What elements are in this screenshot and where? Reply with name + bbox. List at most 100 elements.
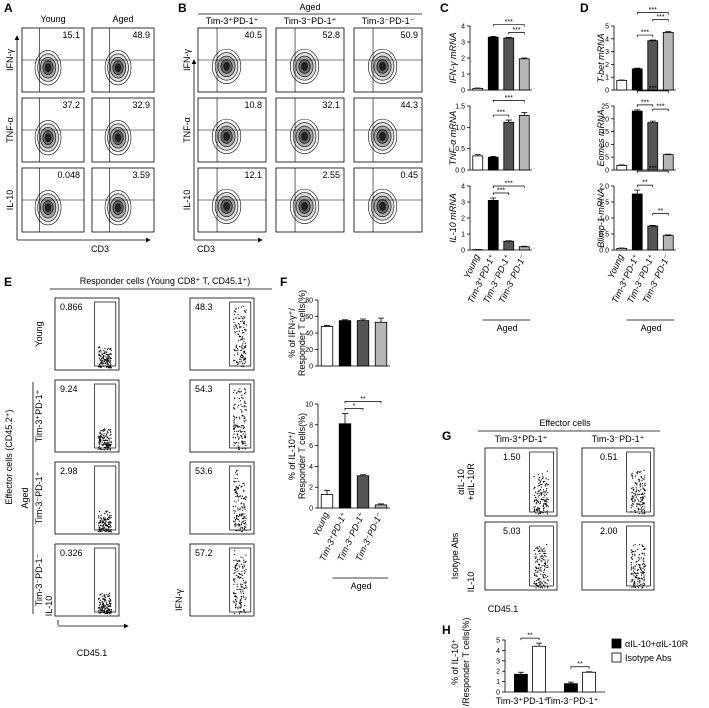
event-dot (644, 484, 646, 487)
event-dot (241, 329, 243, 331)
event-dot (106, 439, 109, 441)
event-dot (547, 478, 549, 481)
event-dot (100, 349, 102, 351)
event-dot (234, 477, 236, 479)
event-dot (234, 349, 236, 352)
event-dot (533, 499, 536, 501)
bar (518, 114, 530, 171)
event-dot (244, 522, 246, 525)
event-dot (233, 613, 236, 615)
event-dot (97, 437, 100, 439)
event-dot (546, 487, 548, 490)
event-dot (634, 550, 637, 552)
event-dot (233, 348, 235, 350)
event-dot (643, 489, 646, 491)
event-dot (106, 511, 108, 513)
event-dot (537, 584, 539, 587)
event-dot (102, 521, 104, 523)
event-dot (636, 484, 638, 486)
event-dot (101, 441, 103, 443)
bar (320, 494, 334, 509)
event-dot (239, 602, 242, 605)
event-dot (539, 551, 541, 553)
event-dot (101, 603, 104, 606)
event-dot (239, 355, 242, 357)
significance-bracket (492, 185, 525, 188)
event-dot (640, 567, 642, 569)
event-dot (642, 567, 644, 569)
event-dot (244, 571, 246, 573)
event-dot (540, 547, 542, 549)
event-dot (235, 326, 237, 328)
event-dot (538, 490, 541, 492)
event-dot (535, 567, 538, 570)
event-dot (242, 440, 244, 443)
event-dot (241, 317, 243, 319)
event-dot (238, 323, 240, 326)
event-dot (108, 593, 110, 595)
event-dot (109, 431, 112, 433)
event-dot (244, 605, 246, 607)
event-dot (535, 557, 537, 559)
event-dot (638, 553, 641, 556)
y-tick-label: 20 (601, 116, 609, 123)
event-dot (535, 566, 537, 568)
event-dot (635, 561, 637, 563)
event-dot (235, 492, 237, 494)
event-dot (547, 579, 549, 581)
event-dot (240, 356, 242, 359)
event-dot (538, 507, 540, 509)
event-dot (98, 601, 101, 603)
event-dot (240, 306, 243, 308)
significance-bracket (636, 12, 669, 15)
event-dot (535, 503, 537, 505)
event-dot (640, 574, 643, 576)
event-dot (245, 329, 247, 331)
event-dot (104, 610, 106, 612)
event-dot (239, 327, 241, 329)
event-dot (544, 565, 546, 568)
significance-label: *** (497, 188, 505, 195)
event-dot (99, 439, 102, 441)
event-dot (236, 583, 238, 585)
event-dot (233, 510, 235, 512)
event-dot (633, 582, 635, 584)
event-dot (639, 501, 642, 503)
event-dot (233, 428, 236, 430)
event-dot (105, 366, 107, 368)
event-dot (242, 355, 244, 358)
bar (647, 225, 659, 251)
event-dot (544, 568, 546, 570)
event-dot (537, 568, 539, 570)
event-dot (237, 390, 239, 392)
event-dot (109, 524, 111, 527)
event-dot (539, 480, 541, 482)
event-dot (544, 484, 547, 486)
event-dot (546, 504, 548, 507)
contour-level (45, 63, 51, 73)
event-dot (644, 506, 646, 508)
y-tick-label: 2 (461, 56, 465, 63)
event-dot (640, 493, 642, 496)
event-dot (543, 584, 545, 586)
event-dot (105, 613, 107, 615)
event-dot (235, 317, 237, 319)
event-dot (107, 442, 109, 444)
event-dot (544, 495, 546, 497)
event-dot (238, 363, 240, 365)
y-tick-label: 5 (605, 155, 609, 162)
event-dot (541, 560, 543, 562)
bar (532, 645, 546, 693)
event-dot (546, 484, 548, 486)
event-dot (99, 599, 102, 601)
event-dot (236, 518, 238, 520)
event-dot (101, 592, 103, 594)
bar (518, 58, 530, 91)
event-dot (545, 566, 547, 569)
event-dot (644, 482, 646, 484)
event-dot (542, 548, 545, 550)
event-dot (110, 364, 112, 366)
event-dot (546, 470, 548, 472)
event-dot (631, 553, 634, 555)
event-dot (633, 501, 635, 503)
